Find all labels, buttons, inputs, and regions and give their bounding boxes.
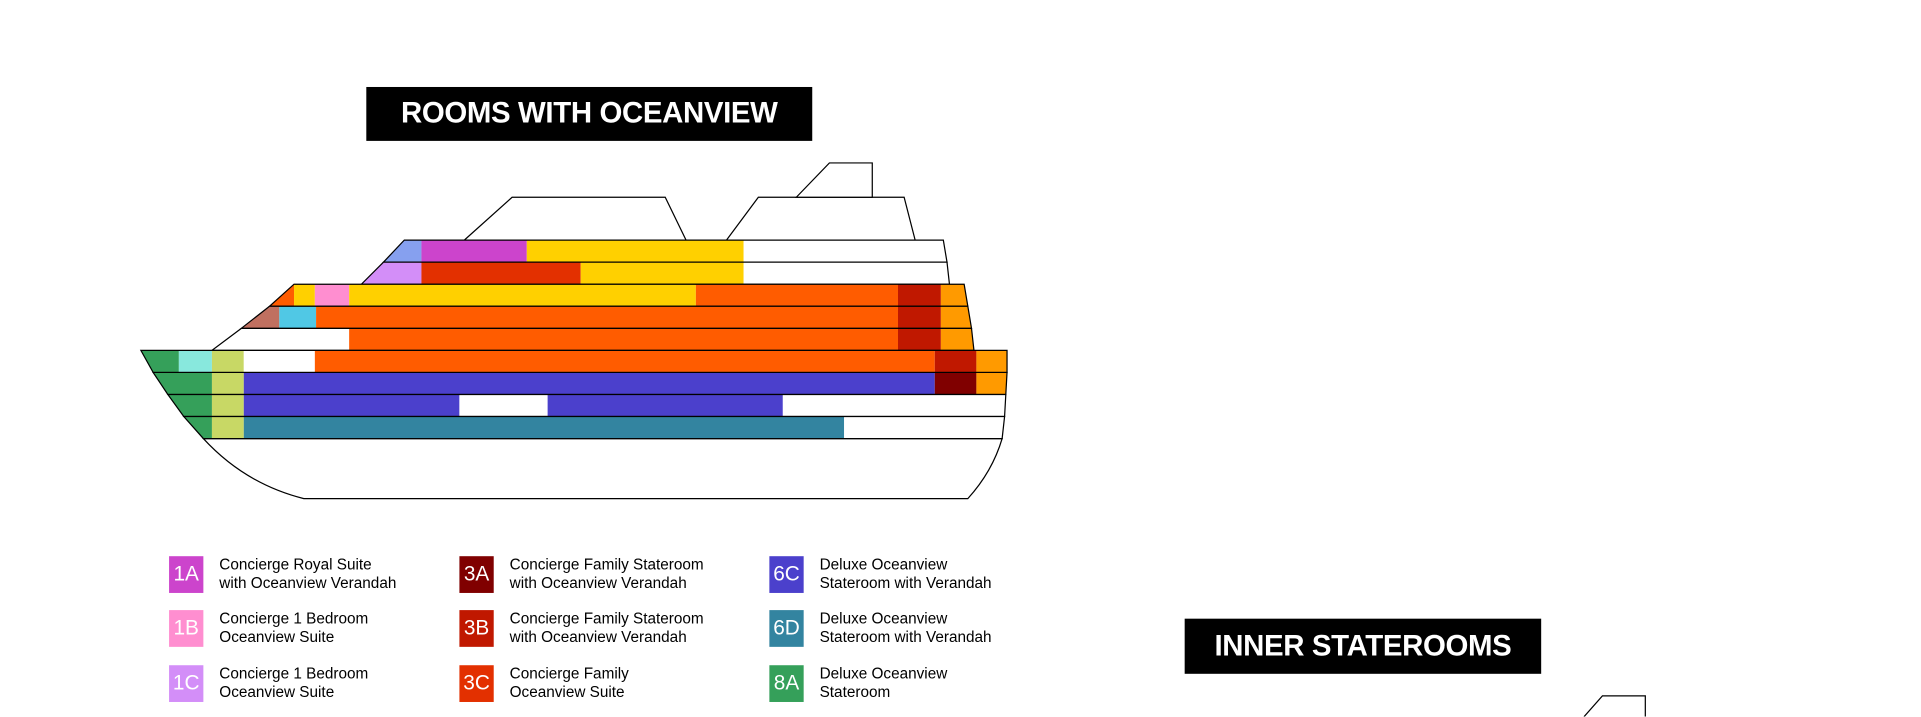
cabin-block bbox=[269, 284, 295, 307]
funnel-2 bbox=[725, 196, 916, 241]
funnel-3 bbox=[794, 162, 873, 198]
deck-row-8 bbox=[167, 394, 1006, 417]
cabin-block bbox=[782, 394, 1006, 417]
legend-label: Concierge 1 Bedroom Oceanview Suite bbox=[219, 665, 369, 701]
cabin-block bbox=[897, 284, 941, 307]
cabin-block bbox=[940, 328, 974, 351]
deck-row-9 bbox=[183, 416, 1005, 439]
cabin-block bbox=[211, 372, 244, 395]
legend-label: Concierge Family Stateroom with Oceanvie… bbox=[509, 610, 704, 646]
legend-label: Deluxe Oceanview Stateroom bbox=[819, 665, 948, 701]
legend-swatch: 3C bbox=[459, 665, 494, 702]
cabin-block bbox=[183, 416, 212, 439]
cabin-block bbox=[279, 306, 317, 329]
inner-staterooms-title: INNER STATEROOMS bbox=[1184, 618, 1542, 674]
legend-label: Deluxe Oceanview Stateroom with Verandah bbox=[819, 556, 992, 592]
cabin-block bbox=[897, 328, 941, 351]
cabin-block bbox=[459, 394, 548, 417]
legend-label: Concierge Family Oceanview Suite bbox=[509, 665, 629, 701]
cabin-block bbox=[934, 372, 977, 395]
legend-swatch: 3B bbox=[459, 610, 494, 647]
legend-item-1a: 1A Concierge Royal Suite with Oceanview V… bbox=[169, 556, 396, 593]
legend-label: Deluxe Oceanview Stateroom with Verandah bbox=[819, 610, 992, 646]
cabin-block bbox=[314, 350, 935, 373]
cabin-block bbox=[316, 306, 898, 329]
cabin-block bbox=[167, 394, 212, 417]
cabin-block bbox=[243, 372, 935, 395]
legend-item-3a: 3A Concierge Family Stateroom with Oceanv… bbox=[459, 556, 704, 593]
legend-swatch: 6C bbox=[769, 556, 804, 593]
cabin-block bbox=[241, 306, 280, 329]
cabin-block bbox=[940, 284, 968, 307]
cabin-block bbox=[243, 350, 315, 373]
cabin-block bbox=[421, 240, 527, 263]
cabin-block bbox=[361, 262, 422, 285]
deck-row-2 bbox=[361, 262, 950, 285]
legend-item-3c: 3C Concierge Family Oceanview Suite bbox=[459, 665, 629, 702]
legend-item-1b: 1B Concierge 1 Bedroom Oceanview Suite bbox=[169, 610, 368, 647]
deck-row-7 bbox=[153, 372, 1008, 395]
legend-label: Concierge Family Stateroom with Oceanvie… bbox=[509, 556, 704, 592]
cabin-block bbox=[976, 372, 1008, 395]
legend-item-3b: 3B Concierge Family Stateroom with Oceanv… bbox=[459, 610, 704, 647]
cabin-block bbox=[695, 284, 898, 307]
hull bbox=[201, 437, 1003, 500]
cabin-block bbox=[243, 416, 845, 439]
legend-swatch: 6D bbox=[769, 610, 804, 647]
legend-item-1c: 1C Concierge 1 Bedroom Oceanview Suite bbox=[169, 665, 368, 702]
cabin-block bbox=[349, 284, 696, 307]
cabin-block bbox=[314, 284, 350, 307]
cabin-block bbox=[211, 394, 244, 417]
deck-row-1 bbox=[383, 240, 948, 263]
cabin-block bbox=[743, 240, 948, 263]
legend-label: Concierge Royal Suite with Oceanview Ver… bbox=[219, 556, 397, 592]
legend-item-6d: 6D Deluxe Oceanview Stateroom with Verand… bbox=[769, 610, 992, 647]
cabin-block bbox=[211, 350, 244, 373]
cabin-block bbox=[844, 416, 1005, 439]
deck-outline bbox=[182, 415, 1006, 440]
cabin-block bbox=[153, 372, 212, 395]
funnel-1 bbox=[462, 196, 688, 241]
cabin-block bbox=[178, 350, 212, 373]
legend-swatch: 1B bbox=[169, 610, 204, 647]
legend-swatch: 1C bbox=[169, 665, 204, 702]
cabin-block bbox=[349, 328, 898, 351]
cabin-block bbox=[421, 262, 581, 285]
deck-row-5 bbox=[211, 328, 974, 351]
cabin-block bbox=[526, 240, 744, 263]
cabin-block bbox=[243, 394, 460, 417]
cabin-block bbox=[580, 262, 744, 285]
cabin-block bbox=[211, 416, 244, 439]
deck-row-3 bbox=[269, 284, 968, 307]
cabin-block bbox=[547, 394, 783, 417]
oceanview-section-title: ROOMS WITH OCEANVIEW bbox=[366, 86, 813, 141]
deck-row-4 bbox=[241, 306, 972, 329]
deck-row-6 bbox=[140, 350, 1008, 373]
cabin-block bbox=[897, 306, 941, 329]
cabin-block bbox=[294, 284, 315, 307]
cabin-block bbox=[934, 350, 977, 373]
cabin-block bbox=[976, 350, 1008, 373]
cabin-block bbox=[211, 328, 350, 351]
legend-swatch: 1A bbox=[169, 556, 204, 593]
inner-ship-funnel bbox=[1583, 695, 1646, 717]
legend-swatch: 3A bbox=[459, 556, 494, 593]
cabin-block bbox=[743, 262, 950, 285]
legend-item-8a: 8A Deluxe Oceanview Stateroom bbox=[769, 665, 947, 702]
legend-label: Concierge 1 Bedroom Oceanview Suite bbox=[219, 610, 369, 646]
cabin-block bbox=[940, 306, 972, 329]
legend-swatch: 8A bbox=[769, 665, 804, 702]
legend-item-6c: 6C Deluxe Oceanview Stateroom with Verand… bbox=[769, 556, 992, 593]
